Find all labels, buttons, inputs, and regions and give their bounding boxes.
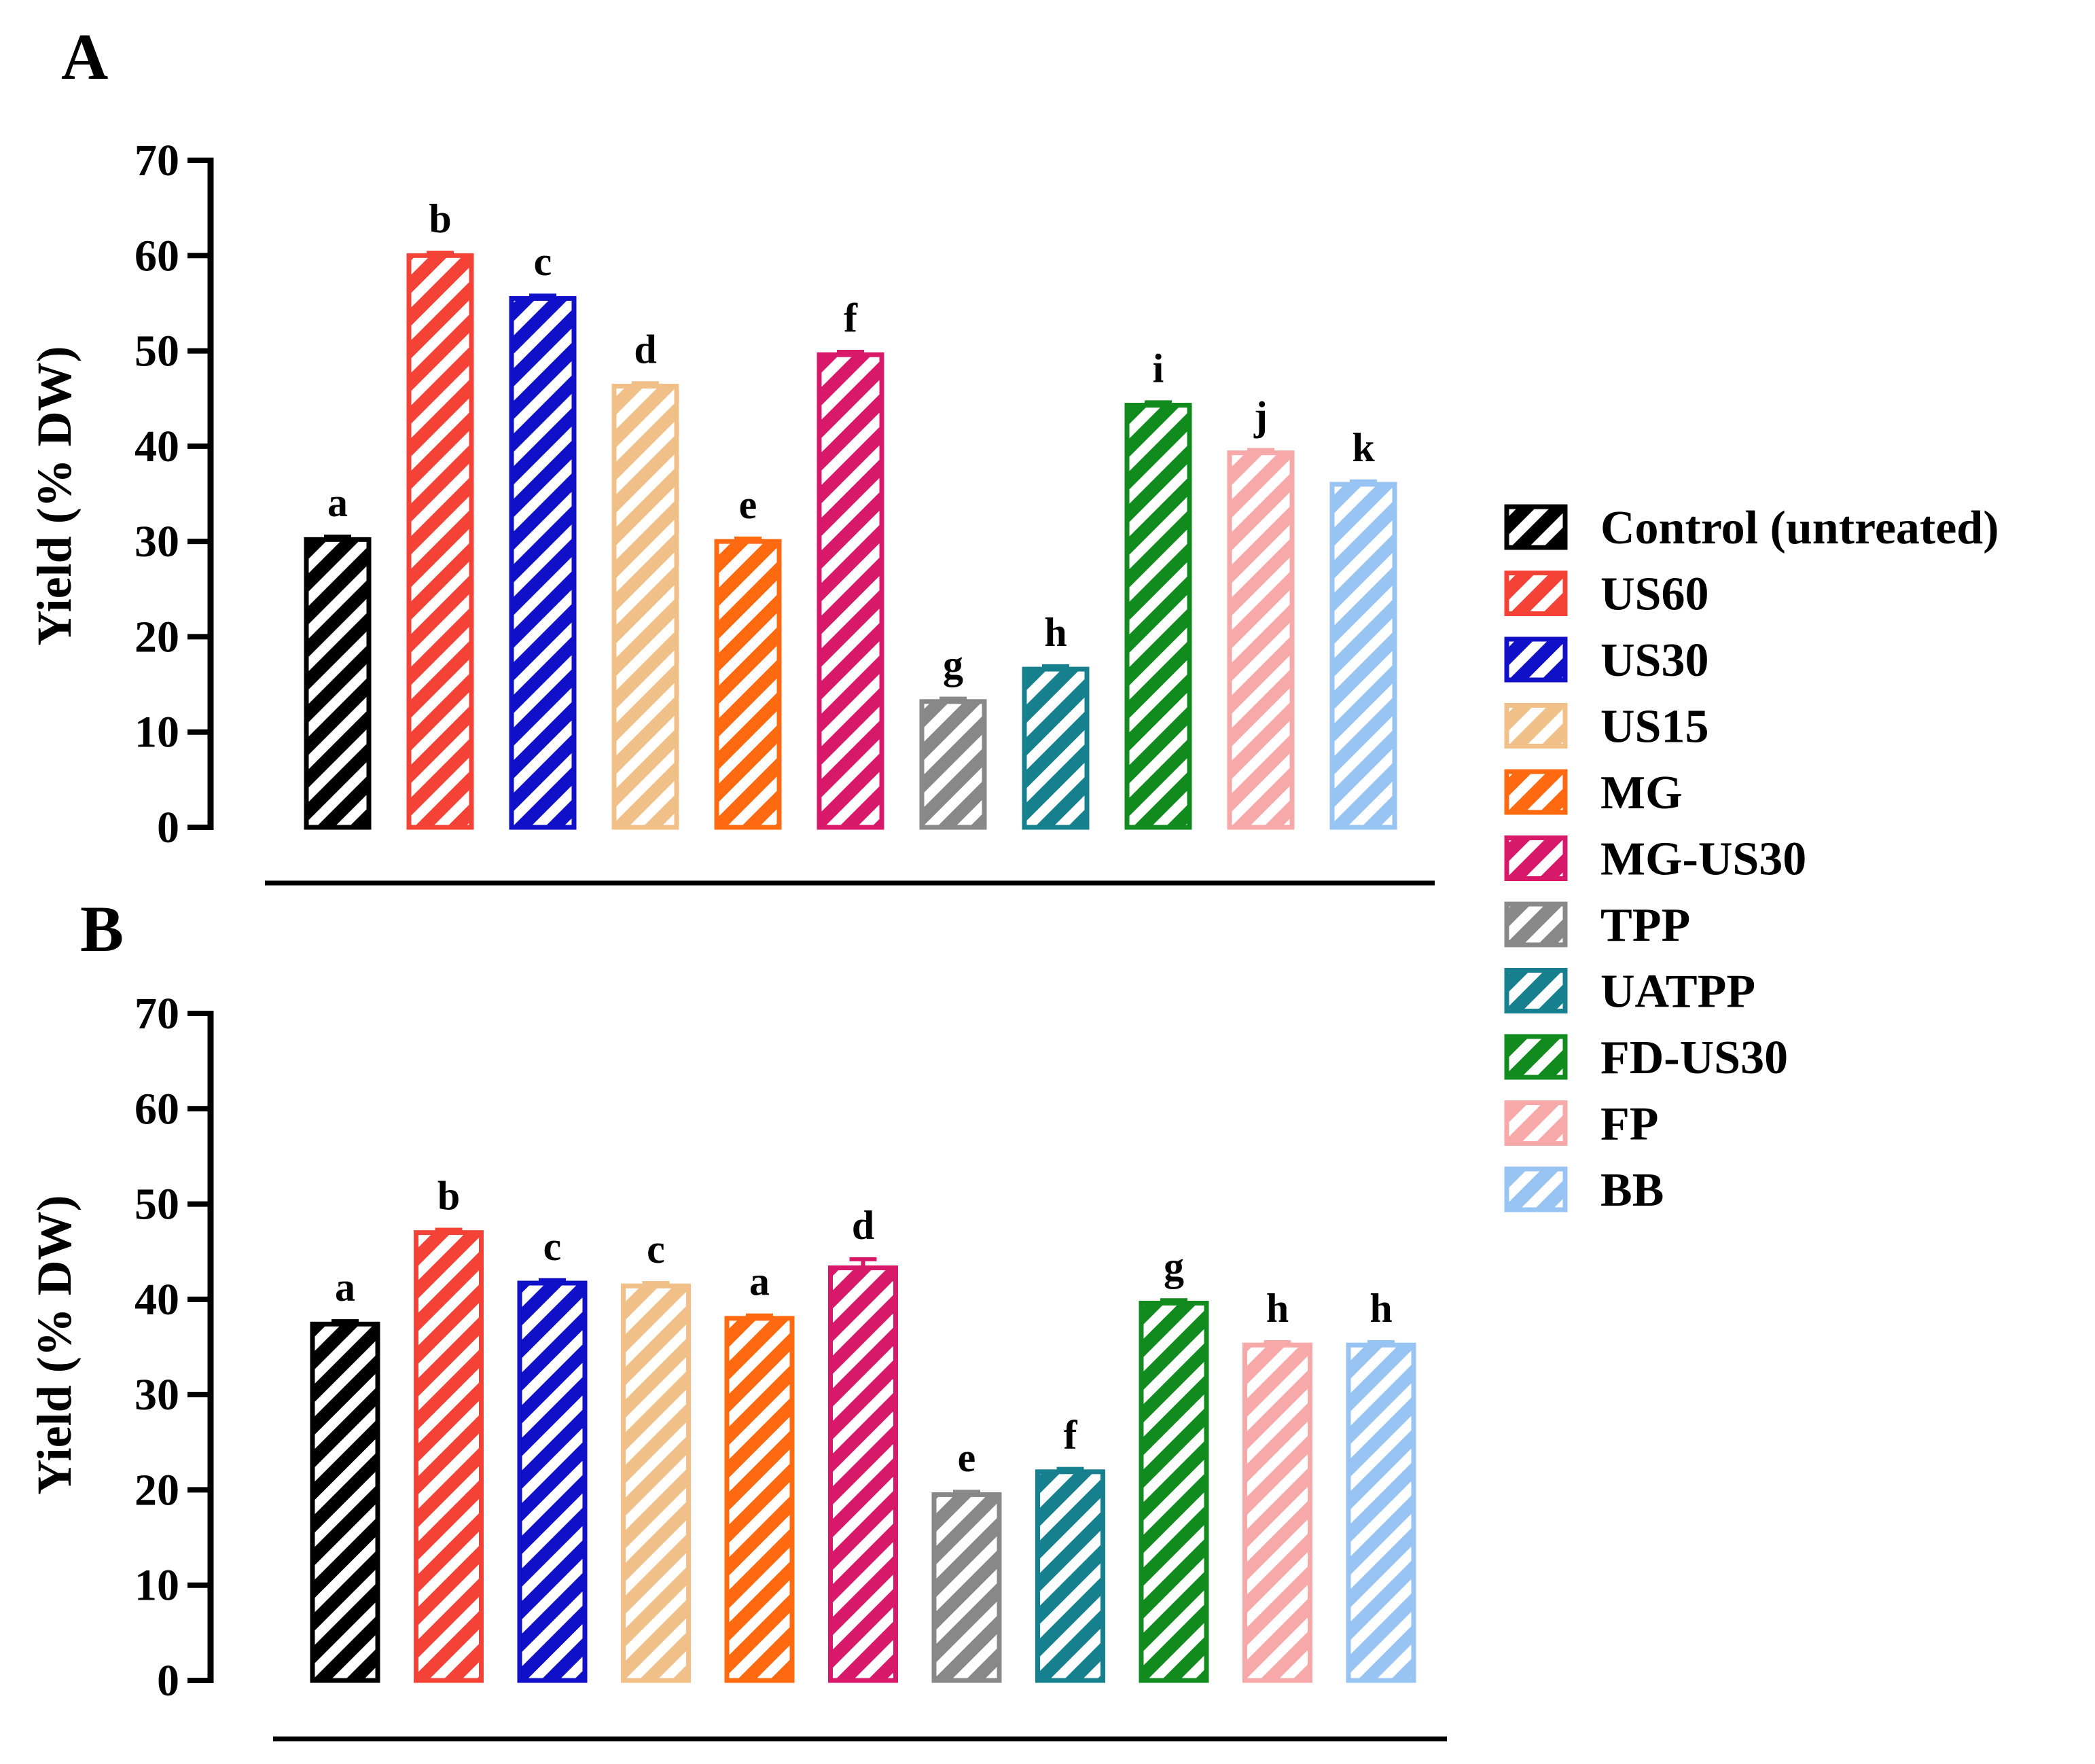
y-tick-label: 60 xyxy=(135,231,179,281)
bar-fd-us30 xyxy=(1124,403,1192,830)
bar-fp xyxy=(1227,450,1295,830)
legend-swatch xyxy=(1504,636,1568,683)
significance-letter: k xyxy=(1352,425,1375,470)
bar-uatpp xyxy=(1035,1469,1105,1683)
legend-label: MG xyxy=(1600,767,1683,819)
significance-letter: h xyxy=(1369,1286,1392,1331)
bar-us15 xyxy=(611,383,679,830)
panel-b-label: B xyxy=(80,893,124,965)
significance-letter: e xyxy=(958,1435,976,1480)
y-tick-label: 20 xyxy=(135,1465,179,1515)
y-tick-label: 10 xyxy=(135,708,179,757)
significance-letter: g xyxy=(943,643,963,687)
bar-mg xyxy=(714,539,782,830)
bar-bb xyxy=(1346,1342,1416,1683)
significance-letter: f xyxy=(1064,1413,1078,1458)
bar-us60 xyxy=(406,253,474,830)
panel-b-significance-letters: a b c c a d e f g h h xyxy=(335,1173,1393,1480)
panel-b-y-axis: 0 10 20 30 40 50 60 70 xyxy=(135,989,1447,1742)
y-tick-label: 20 xyxy=(135,612,179,662)
y-tick-label: 40 xyxy=(135,422,179,471)
panel-a: A Yield (% DW) 0 10 20 30 40 50 60 70 a b c d e f g h i… xyxy=(27,20,1435,886)
panel-b-y-axis-title: Yield (% DW) xyxy=(27,1195,82,1494)
y-tick-label: 70 xyxy=(135,989,179,1039)
y-tick-label: 0 xyxy=(157,1656,179,1706)
y-tick-label: 10 xyxy=(135,1561,179,1610)
significance-letter: h xyxy=(1266,1286,1289,1331)
legend-label: FD-US30 xyxy=(1600,1032,1788,1084)
legend-label: BB xyxy=(1600,1164,1664,1217)
y-tick-label: 40 xyxy=(135,1275,179,1325)
panel-a-label: A xyxy=(61,20,108,93)
bar-us30 xyxy=(517,1280,588,1683)
bar-control-untreated xyxy=(304,537,372,830)
legend-swatch xyxy=(1504,1100,1568,1146)
legend-swatch xyxy=(1504,1166,1568,1212)
panel-b-bars xyxy=(310,1227,1416,1683)
significance-letter: f xyxy=(844,295,858,340)
y-tick-label: 30 xyxy=(135,1370,179,1420)
legend-swatch xyxy=(1504,1034,1568,1080)
bar-control-untreated xyxy=(310,1321,380,1683)
y-tick-label: 60 xyxy=(135,1084,179,1134)
legend-label: Control (untreated) xyxy=(1600,502,1999,554)
bar-us30 xyxy=(509,295,577,830)
significance-letter: d xyxy=(852,1203,874,1248)
significance-letter: h xyxy=(1044,610,1067,655)
legend-swatch xyxy=(1504,968,1568,1013)
legend-label: MG-US30 xyxy=(1600,833,1806,886)
legend-label: TPP xyxy=(1600,899,1690,952)
legend-label: UATPP xyxy=(1600,966,1755,1018)
panel-a-significance-letters: a b c d e f g h i j k xyxy=(327,196,1375,687)
significance-letter: e xyxy=(739,482,757,527)
significance-letter: b xyxy=(437,1173,460,1218)
bar-mg-us30 xyxy=(828,1265,898,1683)
legend-label: US30 xyxy=(1600,634,1708,687)
legend-label: US15 xyxy=(1600,701,1708,753)
panel-a-y-axis-title: Yield (% DW) xyxy=(27,346,82,645)
legend: Control (untreated) US60 US30 US15 MG MG-US30… xyxy=(1504,502,1999,1217)
legend-label: FP xyxy=(1600,1098,1659,1151)
significance-letter: a xyxy=(749,1259,770,1304)
y-tick-label: 30 xyxy=(135,517,179,566)
bar-mg xyxy=(724,1316,795,1683)
significance-letter: d xyxy=(634,327,656,372)
significance-letter: c xyxy=(534,239,552,284)
significance-letter: g xyxy=(1164,1244,1184,1289)
significance-letter: a xyxy=(335,1265,355,1310)
legend-swatch xyxy=(1504,835,1568,881)
bar-fp xyxy=(1242,1342,1312,1683)
bar-fd-us30 xyxy=(1139,1300,1209,1683)
significance-letter: c xyxy=(647,1227,665,1272)
y-tick-label: 50 xyxy=(135,1180,179,1229)
legend-swatch xyxy=(1504,504,1568,550)
y-tick-label: 50 xyxy=(135,327,179,376)
significance-letter: j xyxy=(1253,393,1268,438)
bar-tpp xyxy=(931,1492,1002,1683)
bar-bb xyxy=(1329,482,1397,830)
legend-swatch xyxy=(1504,703,1568,749)
bar-us15 xyxy=(621,1283,691,1683)
legend-swatch xyxy=(1504,901,1568,948)
significance-letter: a xyxy=(327,480,348,525)
bar-us60 xyxy=(414,1230,484,1683)
bar-uatpp xyxy=(1022,666,1090,830)
panel-b: B Yield (% DW) 0 10 20 30 40 50 60 70 a b c c a d e f g… xyxy=(27,893,1447,1742)
panel-a-y-axis: 0 10 20 30 40 50 60 70 xyxy=(135,136,1435,886)
bar-tpp xyxy=(919,699,987,830)
legend-swatch xyxy=(1504,571,1568,616)
bar-mg-us30 xyxy=(817,352,884,830)
legend-swatch xyxy=(1504,769,1568,815)
legend-label: US60 xyxy=(1600,569,1708,621)
significance-letter: i xyxy=(1153,346,1164,391)
y-tick-label: 0 xyxy=(157,803,179,852)
significance-letter: b xyxy=(429,196,451,241)
panel-a-bars xyxy=(304,251,1397,830)
significance-letter: c xyxy=(543,1224,562,1269)
y-tick-label: 70 xyxy=(135,136,179,185)
